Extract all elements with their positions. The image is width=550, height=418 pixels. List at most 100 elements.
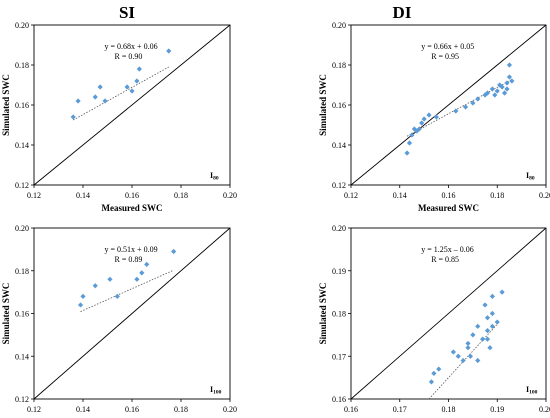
scatter-panel-2: 0.12 0.14 0.16 0.18 0.20 0.12 0.14 0.16 0.18 0.20… (318, 21, 550, 213)
x-tick-label: 0.20 (223, 191, 237, 200)
y-tick-label: 0.12 (332, 181, 346, 190)
scatter-panel-1: 0.12 0.14 0.16 0.18 0.20 0.12 0.14 0.16 0.18 0.20… (1, 21, 237, 213)
data-point (433, 114, 439, 120)
regression-equation: y = 0.66x + 0.05 (421, 42, 474, 51)
data-point (455, 353, 461, 359)
x-tick-label: 0.16 (344, 405, 358, 414)
data-point (102, 98, 108, 104)
column-title-si: SI (119, 3, 135, 22)
x-tick-label: 0.18 (174, 405, 188, 414)
panel-label-letter: I (210, 385, 213, 394)
scatter-panel-4: 0.16 0.17 0.18 0.19 0.20 0.16 0.17 0.18 0.19 0.20… (318, 224, 550, 418)
data-point (475, 96, 481, 102)
data-point (75, 98, 81, 104)
data-point (92, 94, 98, 100)
y-tick-label: 0.20 (15, 224, 29, 233)
x-tick-label: 0.20 (539, 405, 550, 414)
x-tick-label: 0.17 (393, 405, 407, 414)
panel-label: I80 (210, 171, 219, 182)
trend-line (406, 79, 513, 137)
data-point (97, 84, 103, 90)
regression-equation: y = 0.68x + 0.06 (105, 42, 158, 51)
regression-equation: y = 0.51x + 0.09 (105, 245, 158, 254)
data-point (431, 370, 437, 376)
data-point (465, 340, 471, 347)
data-point (484, 328, 491, 334)
data-point (475, 357, 481, 364)
identity-line (350, 24, 547, 186)
data-point (416, 126, 422, 132)
y-axis-label: Simulated SWC (318, 283, 328, 345)
data-point (484, 315, 491, 321)
identity-line (350, 227, 547, 400)
x-tick-label: 0.19 (490, 405, 504, 414)
x-tick-label: 0.18 (490, 191, 504, 200)
panel-label-letter: I (526, 171, 529, 180)
y-tick-label: 0.18 (332, 61, 346, 70)
data-point (139, 270, 145, 276)
data-point (470, 100, 476, 106)
data-point (504, 86, 510, 92)
panel-label-letter: I (210, 171, 213, 180)
data-point (480, 336, 486, 342)
y-tick-label: 0.16 (15, 310, 29, 319)
y-tick-label: 0.14 (332, 141, 346, 150)
data-point (487, 345, 493, 351)
scatter-panel-3: 0.12 0.14 0.16 0.18 0.20 0.12 0.14 0.16 0.18 0.20… (1, 224, 237, 418)
data-point (494, 88, 500, 94)
panel-label: I80 (526, 171, 535, 182)
data-point (506, 62, 513, 68)
data-point (475, 323, 481, 329)
trend-line (73, 66, 169, 121)
data-point (482, 302, 488, 308)
x-tick-label: 0.16 (125, 191, 139, 200)
data-point (421, 116, 427, 122)
data-point (114, 293, 120, 299)
data-point (124, 84, 130, 90)
data-point (428, 379, 435, 385)
data-point (506, 74, 513, 80)
trend-line (428, 323, 498, 400)
x-tick-label: 0.16 (125, 405, 139, 414)
column-title-di: DI (393, 3, 412, 22)
x-tick-label: 0.12 (27, 405, 41, 414)
x-tick-label: 0.20 (539, 191, 550, 200)
x-axis-label: Measured SWC (101, 203, 162, 213)
correlation-r: R = 0.89 (115, 255, 143, 264)
data-point (501, 90, 508, 96)
y-tick-label: 0.16 (15, 101, 29, 110)
data-point (494, 319, 500, 325)
data-point (462, 104, 469, 110)
data-point (136, 66, 142, 72)
panel-label-letter: I (526, 385, 529, 394)
panel-label-subscript: 80 (529, 176, 535, 182)
y-tick-label: 0.14 (15, 141, 29, 150)
x-axis-label: Measured SWC (418, 203, 479, 213)
data-point (426, 112, 432, 118)
y-tick-label: 0.19 (332, 267, 346, 276)
data-point (489, 293, 495, 299)
correlation-r: R = 0.95 (431, 52, 459, 61)
data-point (409, 132, 415, 138)
data-point (489, 323, 495, 329)
data-point (499, 289, 505, 295)
x-tick-label: 0.18 (174, 191, 188, 200)
data-point (489, 310, 495, 317)
data-point (460, 357, 466, 364)
y-tick-label: 0.18 (332, 310, 346, 319)
identity-line (33, 227, 231, 400)
data-point (92, 283, 98, 289)
data-point (499, 84, 505, 90)
data-point (492, 92, 498, 98)
data-point (484, 336, 491, 342)
data-point (171, 248, 177, 255)
y-tick-label: 0.20 (332, 224, 346, 233)
y-tick-label: 0.16 (332, 395, 346, 404)
y-tick-label: 0.18 (15, 267, 29, 276)
data-point (489, 86, 495, 92)
data-point (470, 332, 476, 338)
y-tick-label: 0.12 (15, 395, 29, 404)
data-point (509, 78, 515, 84)
x-tick-label: 0.20 (223, 405, 237, 414)
